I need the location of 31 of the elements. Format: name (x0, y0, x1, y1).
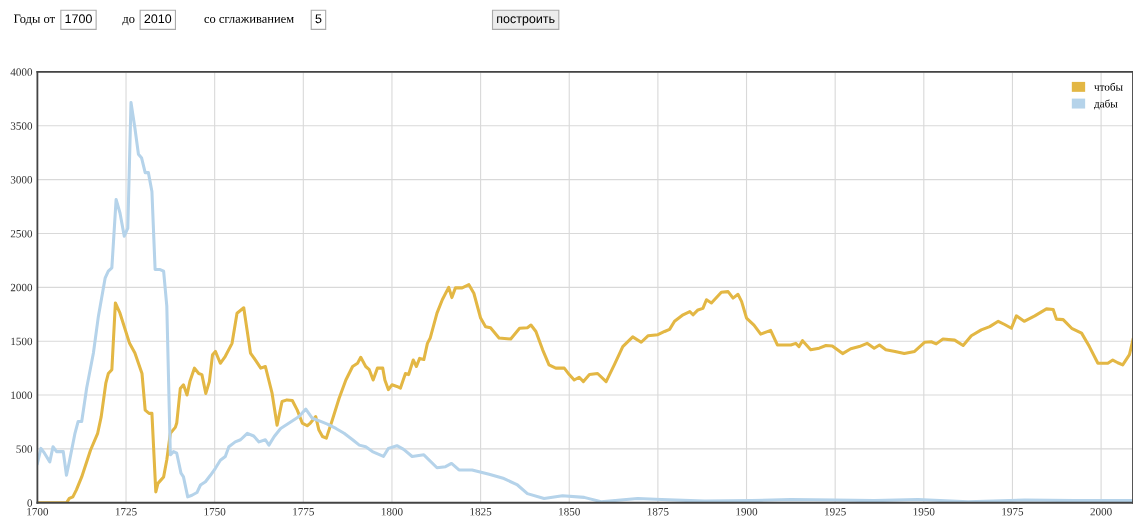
y-tick-label: 4000 (10, 68, 33, 76)
x-tick-label: 1725 (115, 507, 137, 516)
y-tick-label: 1000 (11, 391, 33, 400)
x-tick-label: 1925 (825, 507, 846, 516)
x-tick-label: 1800 (381, 507, 403, 516)
x-tick-label: 1850 (559, 507, 580, 516)
y-tick-label: 500 (16, 445, 33, 453)
y-tick-label: 3500 (10, 122, 33, 130)
y-tick-label: 0 (27, 499, 33, 507)
x-tick-label: 1775 (293, 508, 314, 516)
x-tick-label: 1950 (913, 507, 935, 516)
legend-label: чтобы (1094, 82, 1123, 91)
text: 1700 (65, 14, 92, 24)
text: построить (497, 16, 555, 26)
y-tick-label: 1500 (11, 337, 33, 346)
x-tick-label: 1900 (736, 507, 758, 516)
y-tick-label: 2000 (10, 283, 33, 292)
x-tick-label: 2000 (1090, 507, 1112, 516)
legend-label: дабы (1094, 99, 1118, 110)
x-tick-label: 1975 (1002, 507, 1024, 516)
text: до (122, 16, 135, 26)
y-tick-label: 3000 (10, 176, 33, 184)
y-tick-label: 2500 (10, 229, 33, 238)
x-tick-label: 1825 (470, 507, 492, 516)
x-tick-label: 1875 (647, 507, 669, 516)
x-tick-label: 1700 (27, 507, 49, 516)
text: 5 (315, 14, 322, 24)
text: со сглаживанием (204, 16, 294, 23)
x-tick-label: 1750 (204, 507, 226, 516)
text: 2010 (144, 14, 172, 24)
text: Годы от (13, 14, 55, 26)
